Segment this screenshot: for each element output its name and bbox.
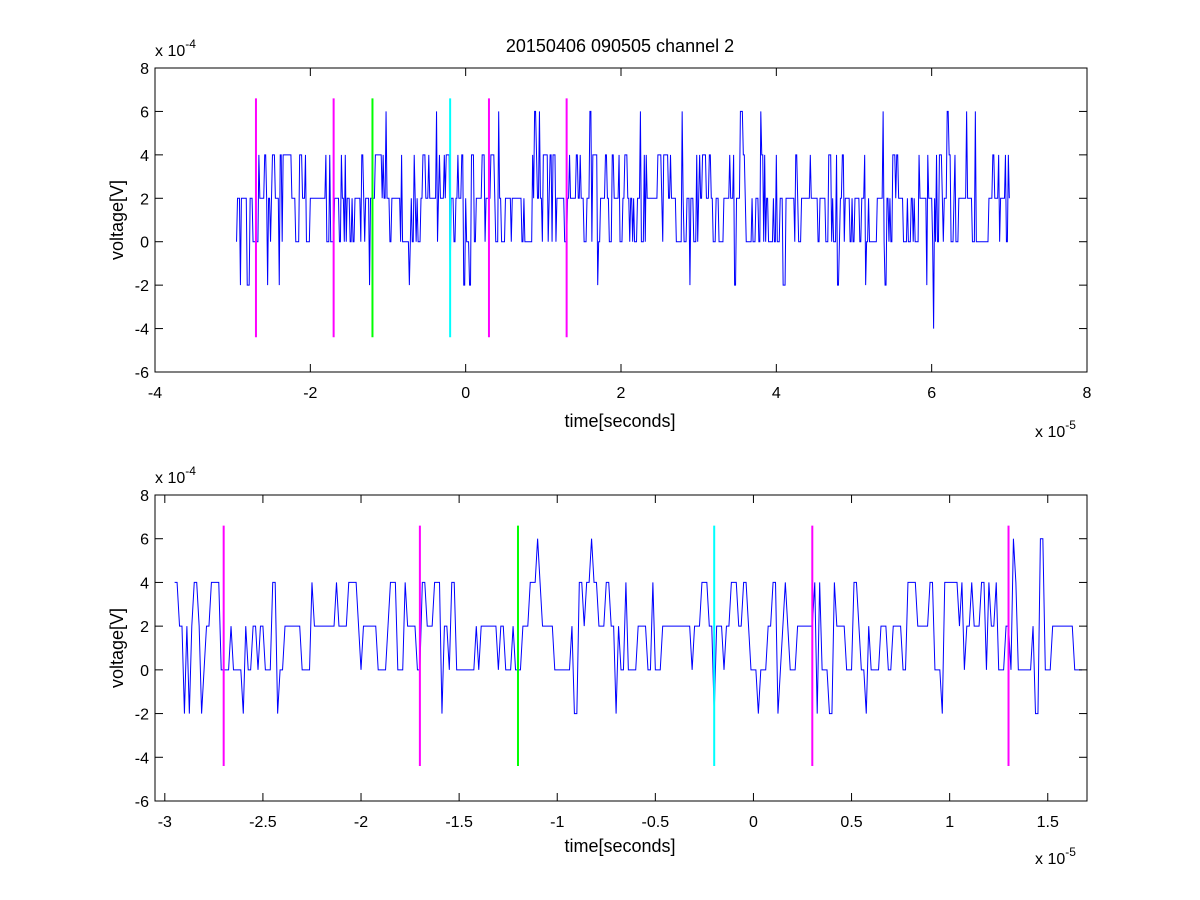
top-y-multiplier: x 10-4 bbox=[155, 37, 196, 60]
top-plot-ticks: -4 -2 0 2 4 6 8 -6 -4 -2 0 2 4 6 8 bbox=[135, 61, 1092, 402]
top-x-tick-label: 0 bbox=[461, 385, 470, 402]
top-y-tick-label: 6 bbox=[140, 104, 149, 121]
bottom-plot-area bbox=[174, 525, 1083, 767]
top-x-axis-label: time[seconds] bbox=[564, 411, 675, 431]
top-y-tick-label: -4 bbox=[135, 322, 149, 339]
bottom-plot: -3 -2.5 -2 -1.5 -1 -0.5 0 0.5 1 1.5 -6 -4 -2 0 2 4 6 8 x … bbox=[107, 464, 1088, 868]
bottom-y-axis-label: voltage[V] bbox=[107, 608, 127, 688]
bottom-y-tick-label: -4 bbox=[135, 750, 149, 767]
bottom-voltage-trace bbox=[174, 538, 1083, 715]
top-plot-area bbox=[236, 98, 1010, 338]
top-x-tick-label: -4 bbox=[148, 385, 162, 402]
bottom-y-tick-label: 8 bbox=[140, 488, 149, 505]
top-x-tick-label: 2 bbox=[617, 385, 626, 402]
top-x-tick-label: 8 bbox=[1083, 385, 1092, 402]
bottom-x-tick-label: -2.5 bbox=[249, 814, 277, 831]
plot-title: 20150406 090505 channel 2 bbox=[506, 36, 734, 56]
bottom-x-axis-label: time[seconds] bbox=[564, 836, 675, 856]
bottom-x-tick-label: -1.5 bbox=[445, 814, 473, 831]
bottom-x-tick-label: -3 bbox=[158, 814, 172, 831]
bottom-x-tick-label: 0 bbox=[749, 814, 758, 831]
bottom-plot-frame bbox=[154, 494, 1088, 802]
top-y-tick-label: 0 bbox=[140, 235, 149, 252]
top-plot: 20150406 090505 channel 2 -4 -2 0 2 4 6 8-6-4-… bbox=[107, 36, 1092, 441]
bottom-y-tick-label: 0 bbox=[140, 663, 149, 680]
bottom-x-tick-label: 1.5 bbox=[1037, 814, 1059, 831]
top-y-tick-label: -2 bbox=[135, 278, 149, 295]
top-x-tick-label: 4 bbox=[772, 385, 781, 402]
bottom-x-multiplier: x 10-5 bbox=[1035, 845, 1076, 868]
bottom-y-tick-label: 2 bbox=[140, 619, 149, 636]
bottom-x-tick-label: 1 bbox=[945, 814, 954, 831]
bottom-x-tick-label: 0.5 bbox=[840, 814, 862, 831]
bottom-x-tick-label: -0.5 bbox=[642, 814, 670, 831]
bottom-y-tick-label: -6 bbox=[135, 794, 149, 811]
bottom-y-tick-label: 6 bbox=[140, 532, 149, 549]
top-y-tick-label: 8 bbox=[140, 61, 149, 78]
top-y-axis-label: voltage[V] bbox=[107, 180, 127, 260]
bottom-x-tick-label: -2 bbox=[354, 814, 368, 831]
top-y-tick-label: 4 bbox=[140, 148, 149, 165]
top-x-multiplier: x 10-5 bbox=[1035, 418, 1076, 441]
bottom-y-tick-label: -2 bbox=[135, 707, 149, 724]
bottom-x-tick-label: -1 bbox=[550, 814, 564, 831]
top-voltage-trace bbox=[236, 110, 1010, 329]
top-x-tick-label: 6 bbox=[927, 385, 936, 402]
bottom-y-multiplier: x 10-4 bbox=[155, 464, 196, 487]
top-y-tick-label: 2 bbox=[140, 191, 149, 208]
top-x-tick-label: -2 bbox=[303, 385, 317, 402]
bottom-plot-ticks: -3 -2.5 -2 -1.5 -1 -0.5 0 0.5 1 1.5 -6 -4 -2 0 2 4 6 8 bbox=[135, 488, 1087, 831]
bottom-y-tick-label: 4 bbox=[140, 575, 149, 592]
top-y-tick-label: -6 bbox=[135, 365, 149, 382]
